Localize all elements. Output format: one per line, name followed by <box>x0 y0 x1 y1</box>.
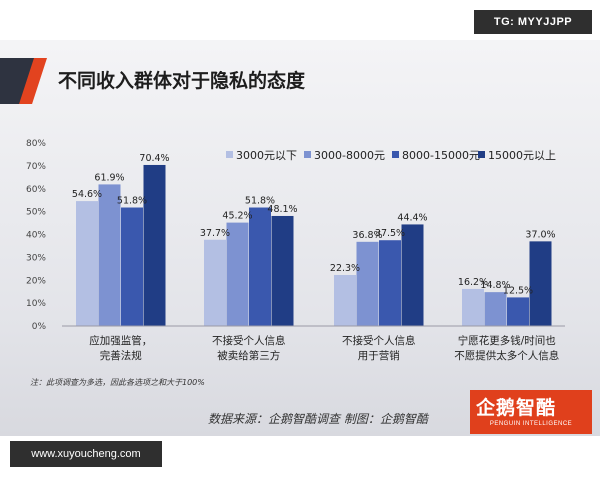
category-labels: 应加强监管，完善法规不接受个人信息被卖给第三方不接受个人信息用于营销宁愿花更多钱… <box>89 334 559 362</box>
y-tick-label: 10% <box>26 299 46 309</box>
value-label: 51.8% <box>245 196 275 207</box>
bar <box>121 207 143 326</box>
y-tick-label: 40% <box>26 231 46 241</box>
bar <box>98 184 121 326</box>
value-label: 37.0% <box>525 229 555 240</box>
value-label: 54.6% <box>72 189 102 200</box>
legend-swatch <box>304 151 311 158</box>
bar <box>143 164 166 326</box>
bar <box>271 215 294 326</box>
value-label: 22.3% <box>330 263 360 274</box>
legend-swatch <box>478 151 485 158</box>
penguin-intelligence-logo: 企鹅智酷 PENGUIN INTELLIGENCE <box>470 390 592 434</box>
logo-wordmark: 企鹅智酷 <box>476 397 557 419</box>
category-label: 完善法规 <box>100 349 142 362</box>
footnote: 注：此项调查为多选，因此各选项之和大于100% <box>30 378 205 387</box>
category-label: 被卖给第三方 <box>217 349 280 362</box>
y-tick-label: 60% <box>26 185 46 195</box>
bar <box>401 224 424 326</box>
value-label: 48.1% <box>267 204 297 215</box>
bar <box>484 292 507 326</box>
bar <box>334 274 356 326</box>
source-credit: 数据来源：企鹅智酷调查 制图：企鹅智酷 <box>208 412 428 426</box>
legend-label: 8000-15000元 <box>402 149 480 162</box>
category-label: 宁愿花更多钱/时间也 <box>458 334 556 347</box>
category-label: 不接受个人信息 <box>342 334 416 347</box>
value-label: 14.8% <box>480 280 510 291</box>
bar <box>356 241 379 326</box>
bar <box>204 239 226 326</box>
value-label: 70.4% <box>139 153 169 164</box>
bar <box>462 288 484 326</box>
y-tick-label: 0% <box>32 322 47 332</box>
y-tick-label: 70% <box>26 162 46 172</box>
value-label: 51.8% <box>117 196 147 207</box>
logo-subtitle: PENGUIN INTELLIGENCE <box>489 421 573 427</box>
value-label: 44.4% <box>397 212 427 223</box>
y-tick-label: 20% <box>26 276 46 286</box>
value-label: 36.8% <box>352 230 382 241</box>
value-label: 37.7% <box>200 228 230 239</box>
y-tick-label: 50% <box>26 208 46 218</box>
value-label: 61.9% <box>94 172 124 183</box>
chart-title: 不同收入群体对于隐私的态度 <box>58 70 306 92</box>
bar <box>76 201 98 326</box>
bar <box>226 222 249 326</box>
y-tick-label: 30% <box>26 253 46 263</box>
value-labels: 54.6%61.9%51.8%70.4%37.7%45.2%51.8%48.1%… <box>72 153 556 296</box>
category-label: 不愿提供太多个人信息 <box>454 349 559 362</box>
bar <box>379 240 401 326</box>
legend: 3000元以下 3000-8000元 8000-15000元 15000元以上 <box>226 149 556 162</box>
legend-swatch <box>392 151 399 158</box>
legend-swatch <box>226 151 233 158</box>
bar <box>507 297 529 326</box>
legend-label: 15000元以上 <box>488 149 556 162</box>
legend-label: 3000元以下 <box>236 149 297 162</box>
bar <box>529 241 552 326</box>
category-label: 应加强监管， <box>89 334 152 347</box>
y-tick-label: 80% <box>26 139 46 149</box>
legend-label: 3000-8000元 <box>314 149 385 162</box>
value-label: 16.2% <box>458 277 488 288</box>
category-label: 不接受个人信息 <box>212 334 286 347</box>
value-label: 12.5% <box>503 285 533 296</box>
value-label: 37.5% <box>375 228 405 239</box>
bar <box>249 207 271 326</box>
category-label: 用于营销 <box>358 349 400 362</box>
watermark-top-badge: TG: MYYJJPP <box>474 10 592 34</box>
bar-group <box>62 164 565 327</box>
y-axis: 0% 10% 20% 30% 40% 50% 60% 70% 80% <box>26 139 46 332</box>
watermark-url-badge: www.xuyoucheng.com <box>10 441 162 467</box>
value-label: 45.2% <box>222 211 252 222</box>
